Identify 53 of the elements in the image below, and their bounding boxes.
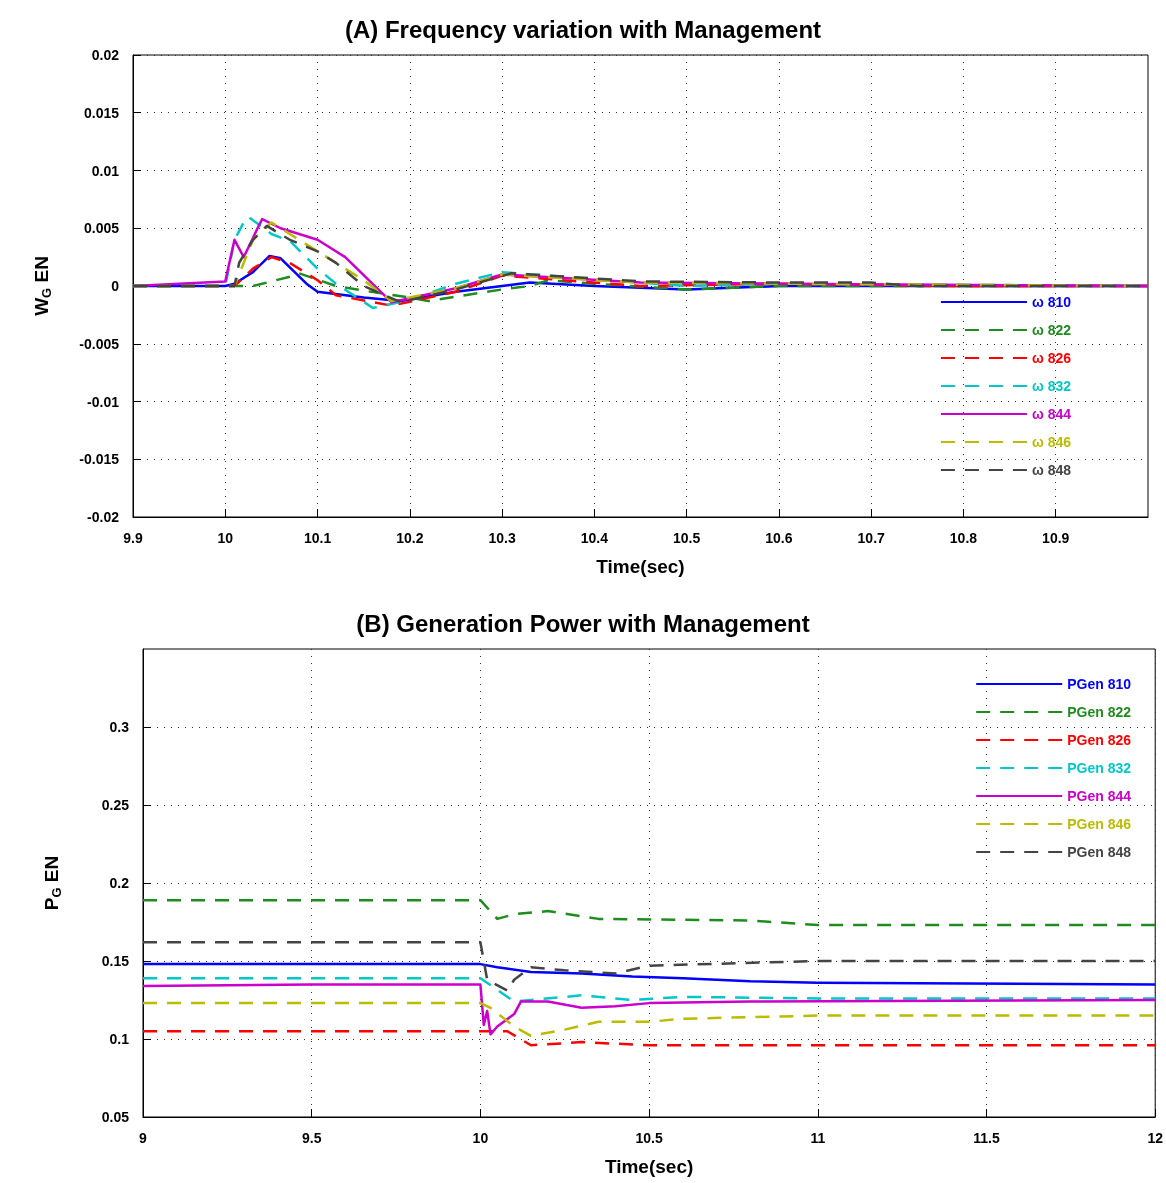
x-tick-label: 10.9: [1042, 530, 1070, 546]
x-axis-title: Time(sec): [596, 556, 685, 577]
x-tick-label: 10: [472, 1130, 489, 1146]
x-tick-label: 10: [217, 530, 234, 546]
x-tick-label: 11.5: [973, 1130, 1000, 1146]
series-label: ω 810: [1031, 294, 1072, 310]
x-axis-title: Time(sec): [604, 1156, 694, 1177]
y-tick-label: 0.05: [101, 1109, 130, 1125]
text: PGen 844: [1067, 788, 1132, 804]
x-tick-label: 10.5: [635, 1130, 663, 1146]
text: ω 822: [1031, 322, 1072, 338]
x-tick-label: 10.1: [303, 530, 332, 546]
x-tick-label: 9.9: [123, 530, 143, 546]
x-tick-label: 9: [139, 1130, 148, 1146]
text: PGen 846: [1067, 816, 1132, 832]
y-tick-label: -0.01: [87, 393, 120, 410]
x-tick-label: 10.3: [488, 530, 516, 546]
y-tick-label: 0.2: [109, 875, 130, 891]
x-tick-label: 10.4: [580, 530, 609, 546]
text: ω 826: [1031, 350, 1072, 366]
text: PGen 810: [1067, 676, 1132, 692]
text: PGen 832: [1067, 760, 1132, 776]
text: ω 846: [1031, 434, 1072, 450]
y-tick-label: 0.01: [91, 162, 120, 179]
y-axis-title: WG EN: [31, 256, 54, 316]
x-tick-label: 10.6: [765, 530, 793, 546]
x-tick-label: 10.8: [949, 530, 978, 546]
y-tick-label: -0.015: [79, 451, 120, 468]
text: ω 848: [1031, 462, 1072, 478]
y-tick-label: 0.015: [83, 104, 120, 121]
chart-title: (B) Generation Power with Management: [356, 609, 810, 637]
y-tick-label: 0.005: [83, 220, 120, 237]
text: PGen 822: [1067, 704, 1132, 720]
x-tick-label: 10.7: [857, 530, 886, 546]
y-tick-label: 0.3: [109, 719, 130, 735]
y-tick-label: 0: [111, 278, 120, 294]
x-tick-label: 9.5: [301, 1130, 322, 1146]
chart-title: (A) Frequency variation with Management: [344, 15, 822, 43]
x-tick-label: 12: [1147, 1130, 1164, 1146]
y-tick-label: 0.25: [101, 797, 130, 813]
x-tick-label: 11: [810, 1130, 826, 1146]
y-tick-label: 0.15: [101, 953, 130, 969]
x-tick-label: 10.5: [673, 530, 701, 546]
text: ω 832: [1031, 378, 1072, 394]
y-tick-label: 0.1: [109, 1031, 130, 1047]
text: PGen 826: [1067, 732, 1132, 748]
y-tick-label: -0.02: [87, 509, 120, 525]
text: PGen 848: [1067, 844, 1132, 860]
y-axis-title: PG EN: [41, 855, 64, 911]
y-tick-label: -0.005: [79, 335, 120, 352]
y-tick-label: 0.02: [91, 47, 120, 63]
x-tick-label: 10.2: [396, 530, 424, 546]
text: ω 844: [1031, 406, 1072, 422]
